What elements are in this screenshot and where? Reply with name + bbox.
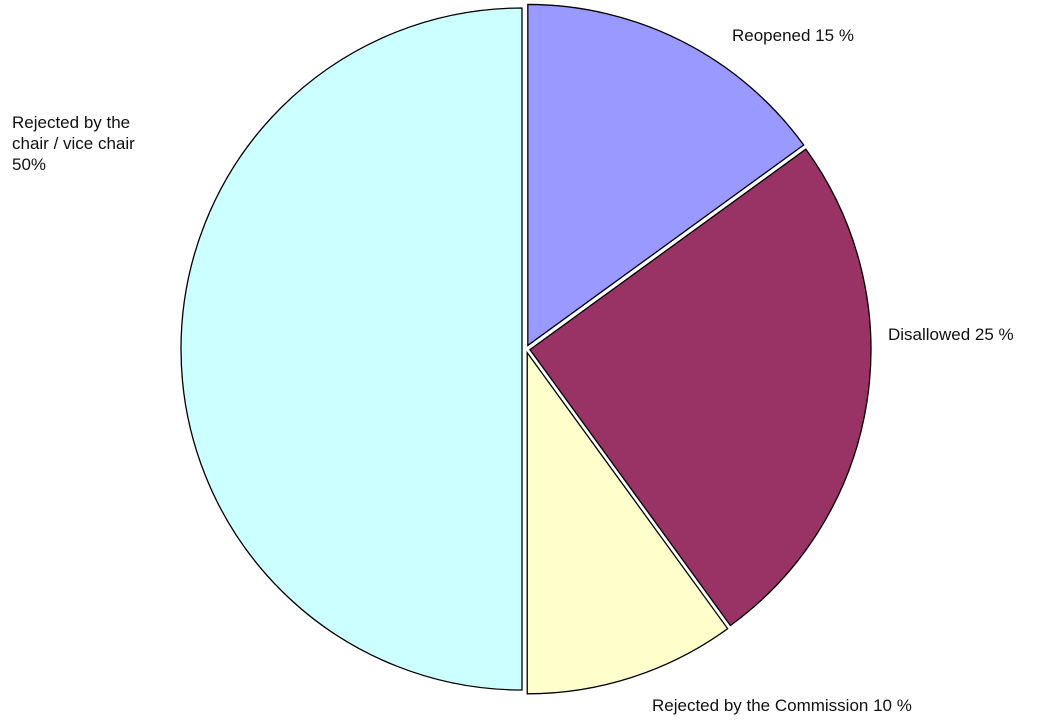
pie-slices (180, 3, 872, 695)
slice-label-rejected-commission: Rejected by the Commission 10 % (652, 696, 912, 715)
slice-label-rejected-chair: Rejected by the chair / vice chair 50% (12, 113, 140, 174)
pie-slice-disallowed (529, 148, 872, 627)
pie-slice-reopened (527, 3, 805, 347)
pie-slice-rejected-commission (526, 350, 729, 695)
slice-label-disallowed: Disallowed 25 % (888, 325, 1014, 344)
pie-labels: Reopened 15 % Disallowed 25 % Rejected b… (12, 26, 1014, 715)
pie-slice-rejected-chair (180, 7, 523, 691)
slice-label-reopened: Reopened 15 % (732, 26, 854, 45)
